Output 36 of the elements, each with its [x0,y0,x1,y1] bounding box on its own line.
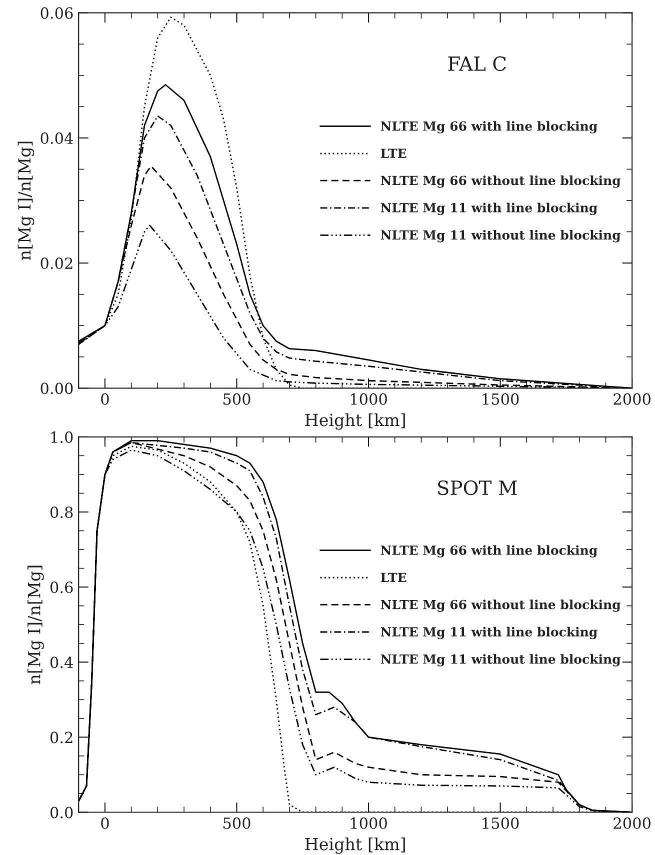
y-tick-label: 0.4 [50,656,73,668]
legend-label: NLTE Mg 66 with line blocking [380,545,598,558]
legend-label: NLTE Mg 66 without line blocking [380,175,621,188]
legend-label: NLTE Mg 66 with line blocking [380,121,598,134]
y-tick-label: 0.6 [50,582,73,594]
legend-label: NLTE Mg 11 with line blocking [380,202,598,216]
y-tick-label: 0.0 [50,806,73,818]
legend-label: LTE [380,148,406,158]
legend-label: NLTE Mg 11 without line blocking [380,230,621,242]
y-tick-label: 0.2 [50,732,72,744]
x-tick-label: 0 [101,817,109,829]
y-axis-title: n[Mg I]/n[Mg] [28,566,44,684]
legend-label: NLTE Mg 11 without line blocking [380,654,621,666]
x-tick-label: 1000 [350,817,387,829]
x-tick-label: 0 [101,393,109,405]
x-axis-title: Height [km] [305,413,405,430]
y-tick-label: 0.04 [40,132,73,144]
y-axis-title: n[Mg I]/n[Mg] [18,142,34,260]
text: FAL C [448,56,506,72]
legend-label: NLTE Mg 66 without line blocking [380,600,621,612]
x-tick-label: 1500 [482,393,519,405]
x-tick-label: 2000 [614,817,650,829]
x-tick-label: 1500 [482,817,519,829]
x-tick-label: 1000 [350,393,387,405]
legend-label: NLTE Mg 11 with line blocking [380,626,598,640]
x-axis-title: Height [km] [305,837,405,854]
x-tick-label: 2000 [614,393,650,405]
text: SPOT M [438,480,517,496]
x-tick-label: 500 [223,393,250,405]
y-tick-label: 0.02 [40,258,72,270]
y-tick-label: 0.00 [40,382,73,394]
x-tick-label: 500 [223,817,250,829]
legend-label: LTE [380,572,406,582]
y-tick-label: 0.8 [50,506,73,518]
y-tick-label: 1.0 [51,431,73,443]
y-tick-label: 0.06 [40,7,73,19]
